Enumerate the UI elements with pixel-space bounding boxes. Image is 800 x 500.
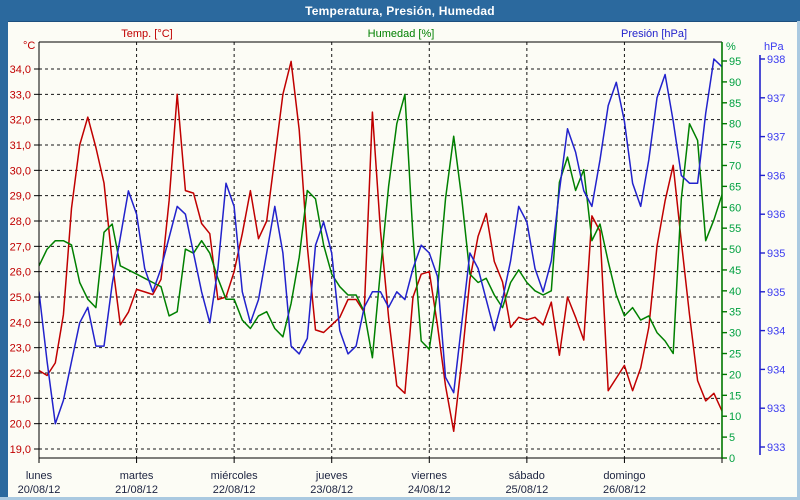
svg-text:933: 933 [767, 442, 785, 454]
day-date-label: 25/08/12 [505, 484, 548, 496]
svg-text:19,0: 19,0 [10, 444, 31, 456]
svg-text:32,0: 32,0 [10, 115, 31, 127]
temp-axis-unit: °C [23, 40, 36, 52]
svg-text:937: 937 [767, 93, 785, 105]
svg-text:21,0: 21,0 [10, 393, 31, 405]
title-bar: Temperatura, Presión, Humedad [0, 0, 800, 22]
svg-text:24,0: 24,0 [10, 317, 31, 329]
legend-temperature: Temp. [°C] [121, 28, 173, 40]
window-right-border [797, 21, 800, 500]
day-date-label: 26/08/12 [603, 484, 646, 496]
svg-text:85: 85 [729, 98, 741, 110]
humidity-series-line [39, 93, 722, 359]
svg-text:60: 60 [729, 202, 741, 214]
svg-text:28,0: 28,0 [10, 216, 31, 228]
legend-humidity: Humedad [%] [367, 28, 435, 40]
svg-text:934: 934 [767, 326, 785, 338]
svg-text:75: 75 [729, 140, 741, 152]
svg-text:25,0: 25,0 [10, 292, 31, 304]
svg-text:90: 90 [729, 77, 741, 89]
day-name-label: miércoles [211, 470, 259, 482]
svg-text:5: 5 [729, 432, 735, 444]
svg-text:0: 0 [729, 453, 735, 465]
svg-text:23,0: 23,0 [10, 343, 31, 355]
svg-text:34,0: 34,0 [10, 64, 31, 76]
svg-text:933: 933 [767, 403, 785, 415]
svg-text:935: 935 [767, 248, 785, 260]
svg-text:936: 936 [767, 170, 785, 182]
svg-text:40: 40 [729, 286, 741, 298]
temperature-axis: 34,0 33,0 32,0 31,0 30,0 29,0 28,0 27,0 26,0 25,0… [10, 64, 39, 456]
svg-text:25: 25 [729, 349, 741, 361]
svg-text:65: 65 [729, 181, 741, 193]
svg-text:935: 935 [767, 287, 785, 299]
pressure-series-line [39, 58, 722, 425]
pressure-axis-unit: hPa [764, 41, 784, 53]
window-bottom-border [0, 497, 800, 500]
svg-text:15: 15 [729, 390, 741, 402]
day-name-label: sábado [509, 470, 545, 482]
svg-text:10: 10 [729, 411, 741, 423]
svg-text:70: 70 [729, 160, 741, 172]
svg-text:20: 20 [729, 369, 741, 381]
legend-pressure: Presión [hPa] [620, 28, 688, 40]
svg-text:27,0: 27,0 [10, 241, 31, 253]
day-date-label: 24/08/12 [408, 484, 451, 496]
day-name-label: domingo [603, 470, 645, 482]
window-left-border [0, 21, 8, 500]
svg-text:936: 936 [767, 209, 785, 221]
svg-text:934: 934 [767, 364, 785, 376]
svg-text:26,0: 26,0 [10, 267, 31, 279]
svg-text:33,0: 33,0 [10, 89, 31, 101]
svg-text:30,0: 30,0 [10, 165, 31, 177]
day-date-label: 21/08/12 [115, 484, 158, 496]
svg-text:30: 30 [729, 328, 741, 340]
pressure-axis: 938 937 937 936 936 935 935 934 934 933 933 [759, 54, 785, 455]
day-name-label: viernes [412, 470, 448, 482]
temperature-series-line [39, 60, 722, 433]
day-date-label: 20/08/12 [18, 484, 61, 496]
svg-text:55: 55 [729, 223, 741, 235]
svg-text:20,0: 20,0 [10, 419, 31, 431]
svg-text:35: 35 [729, 307, 741, 319]
svg-text:95: 95 [729, 56, 741, 68]
humidity-axis-unit: % [726, 41, 736, 53]
day-name-label: lunes [26, 470, 53, 482]
day-name-label: martes [120, 470, 154, 482]
svg-text:80: 80 [729, 119, 741, 131]
plot-border [38, 41, 722, 459]
svg-text:22,0: 22,0 [10, 368, 31, 380]
svg-text:45: 45 [729, 265, 741, 277]
svg-text:938: 938 [767, 54, 785, 66]
svg-text:50: 50 [729, 244, 741, 256]
svg-text:29,0: 29,0 [10, 191, 31, 203]
time-axis: lunes 20/08/12 martes 21/08/12 miércoles 22/0… [18, 458, 723, 496]
svg-text:937: 937 [767, 132, 785, 144]
window-title: Temperatura, Presión, Humedad [305, 3, 495, 18]
day-date-label: 22/08/12 [213, 484, 256, 496]
day-name-label: jueves [315, 470, 348, 482]
day-date-label: 23/08/12 [310, 484, 353, 496]
svg-text:31,0: 31,0 [10, 140, 31, 152]
